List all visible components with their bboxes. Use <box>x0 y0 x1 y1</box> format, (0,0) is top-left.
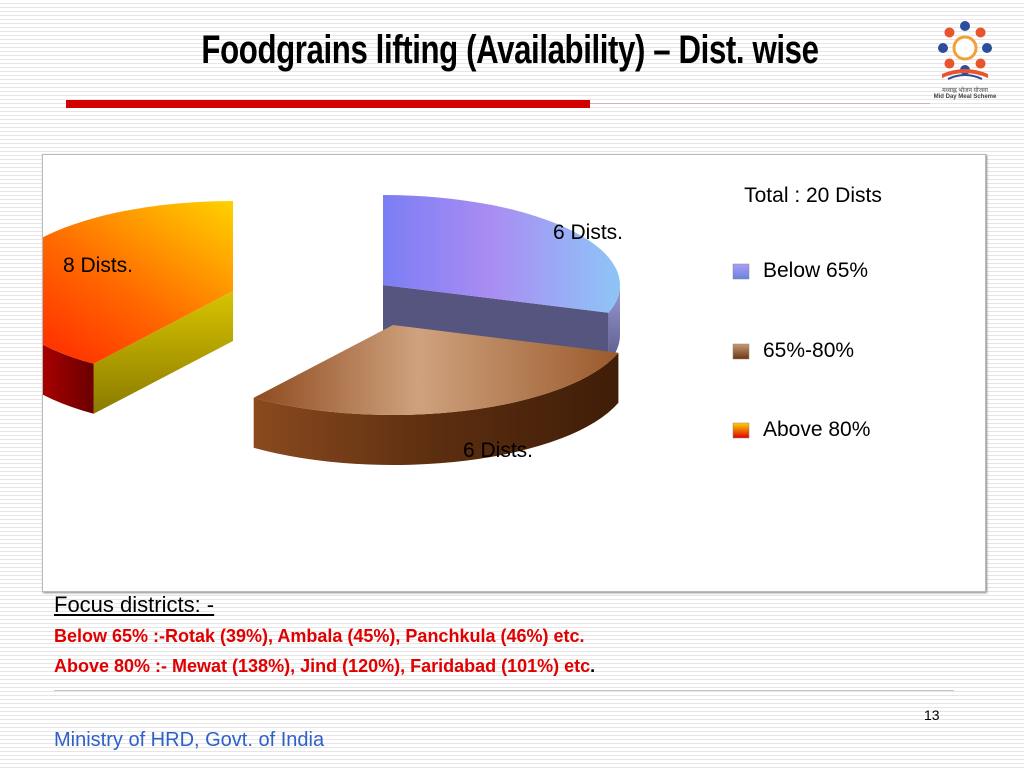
data-label-above-80: 8 Dists. <box>63 254 133 277</box>
logo-figure-icon <box>960 21 970 31</box>
logo-figure-icon <box>938 43 948 53</box>
focus-below-65-text: Below 65% :-Rotak (39%), Ambala (45%), P… <box>54 626 585 646</box>
legend-item-above-80-swatch <box>732 422 750 439</box>
pie-slice-above-80 <box>43 201 233 364</box>
mid-day-meal-logo-icon <box>938 21 992 80</box>
pie-chart: 6 Dists. 6 Dists. 8 Dists. Total : 20 Dist… <box>43 184 882 465</box>
pie-slice-below-65-inner-face <box>383 285 609 363</box>
pie-slice-65-80-side <box>253 352 619 465</box>
legend-item-below-65-label: Below 65% <box>763 259 868 282</box>
legend-item-above-80-label: Above 80% <box>763 418 870 441</box>
focus-above-80-text: Above 80% :- Mewat (138%), Jind (120%), … <box>54 656 595 677</box>
legend-item-below-65-swatch <box>732 263 750 280</box>
chart-panel: 6 Dists. 6 Dists. 8 Dists. Total : 20 Dist… <box>42 154 986 592</box>
legend-item-65-80-label: 65%-80% <box>763 339 854 362</box>
page-number: 13 <box>924 707 940 723</box>
focus-districts-heading: Focus districts: - <box>54 592 215 617</box>
logo-figure-icon <box>944 27 955 38</box>
focus-above-80-end: . <box>590 656 596 676</box>
footer-rule <box>54 690 954 691</box>
logo-figure-icon <box>975 58 986 69</box>
logo-text-english: Mid Day Meal Scheme <box>933 94 997 100</box>
footer-ministry-text: Ministry of HRD, Govt. of India <box>54 729 325 751</box>
mid-day-meal-logo: मध्याह्न भोजन योजना Mid Day Meal Scheme <box>928 16 1002 106</box>
pie-slice-65-80 <box>253 325 619 415</box>
pie-slice-below-65 <box>383 195 620 313</box>
data-label-65-80: 6 Dists. <box>463 439 533 462</box>
legend-item-65-80-swatch <box>732 343 750 360</box>
title-underline-rule <box>590 103 930 104</box>
data-label-below-65: 6 Dists. <box>553 221 623 244</box>
logo-figure-icon <box>982 43 992 53</box>
focus-above-80-body: Above 80% :- Mewat (138%), Jind (120%), … <box>54 656 591 676</box>
slide-title: Foodgrains lifting (Availability) – Dist… <box>201 28 819 72</box>
logo-figure-icon <box>944 58 955 69</box>
pie-slice-above-80-inner-face <box>93 291 233 414</box>
pie-slice-above-80-side <box>43 344 94 414</box>
pie-slice-below-65-side <box>608 285 620 363</box>
legend-title: Total : 20 Dists <box>744 184 882 207</box>
logo-text-hindi: मध्याह्न भोजन योजना <box>942 88 988 94</box>
logo-figure-icon <box>975 27 986 38</box>
title-underline-bar <box>66 100 590 108</box>
